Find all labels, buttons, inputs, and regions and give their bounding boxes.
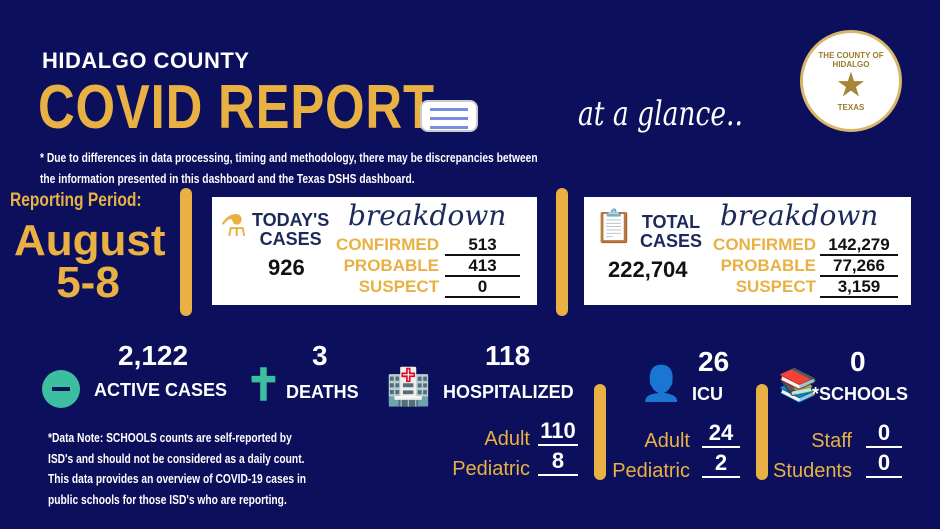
schools-staff: 0 [866, 420, 902, 448]
divider [180, 188, 192, 316]
divider [594, 384, 606, 480]
hospitalized-value: 118 [485, 340, 531, 371]
schools-data-note: *Data Note: SCHOOLS counts are self-repo… [48, 431, 307, 507]
reporting-period-label: Reporting Period: [10, 190, 142, 211]
icu-value: 26 [698, 346, 730, 377]
active-cases-label: ACTIVE CASES [94, 380, 228, 400]
divider [756, 384, 768, 480]
tagline: at a glance.. [578, 94, 743, 134]
star-icon: ★ [837, 68, 865, 102]
todays-cases-card: ⚗ TODAY'S CASES breakdown 926 CONFIRMED 51… [212, 197, 537, 305]
divider [556, 188, 568, 316]
hospital-icon: 🏥 [386, 366, 431, 407]
total-cases-card: 📋 TOTAL CASES breakdown 222,704 CONFIRMED… [584, 197, 911, 305]
schools-students: 0 [866, 450, 902, 478]
total-cases: 222,704 [608, 257, 688, 282]
hospitalized-pediatric: 8 [538, 448, 578, 476]
minus-circle-icon [42, 370, 80, 408]
icu-adult: 24 [702, 420, 740, 448]
schools-label: *SCHOOLS [812, 384, 909, 404]
doctor-icon: 👤 [640, 365, 683, 403]
icu-pediatric: 2 [702, 450, 740, 478]
schools-value: 0 [850, 346, 866, 377]
county-seal-logo: THE COUNTY OF HIDALGO ★ TEXAS [800, 30, 902, 132]
active-cases-value: 2,122 [118, 340, 189, 371]
county-name: HIDALGO COUNTY [42, 48, 250, 73]
todays-total: 926 [268, 255, 305, 280]
deaths-label: DEATHS [286, 382, 359, 402]
test-tube-icon: ⚗ [220, 210, 247, 243]
books-icon: 📚 [778, 367, 818, 403]
report-title: COVID REPORT [38, 73, 435, 142]
mask-icon [420, 100, 478, 132]
disclaimer: * Due to differences in data processing,… [40, 151, 538, 186]
deaths-value: 3 [312, 340, 328, 371]
icu-label: ICU [692, 384, 723, 404]
hospitalized-adult: 110 [538, 418, 578, 446]
cross-icon: ✝ [245, 361, 282, 410]
reporting-period: August 5-8 [14, 216, 166, 307]
clipboard-icon: 📋 [594, 208, 634, 244]
hospitalized-label: HOSPITALIZED [443, 382, 574, 402]
